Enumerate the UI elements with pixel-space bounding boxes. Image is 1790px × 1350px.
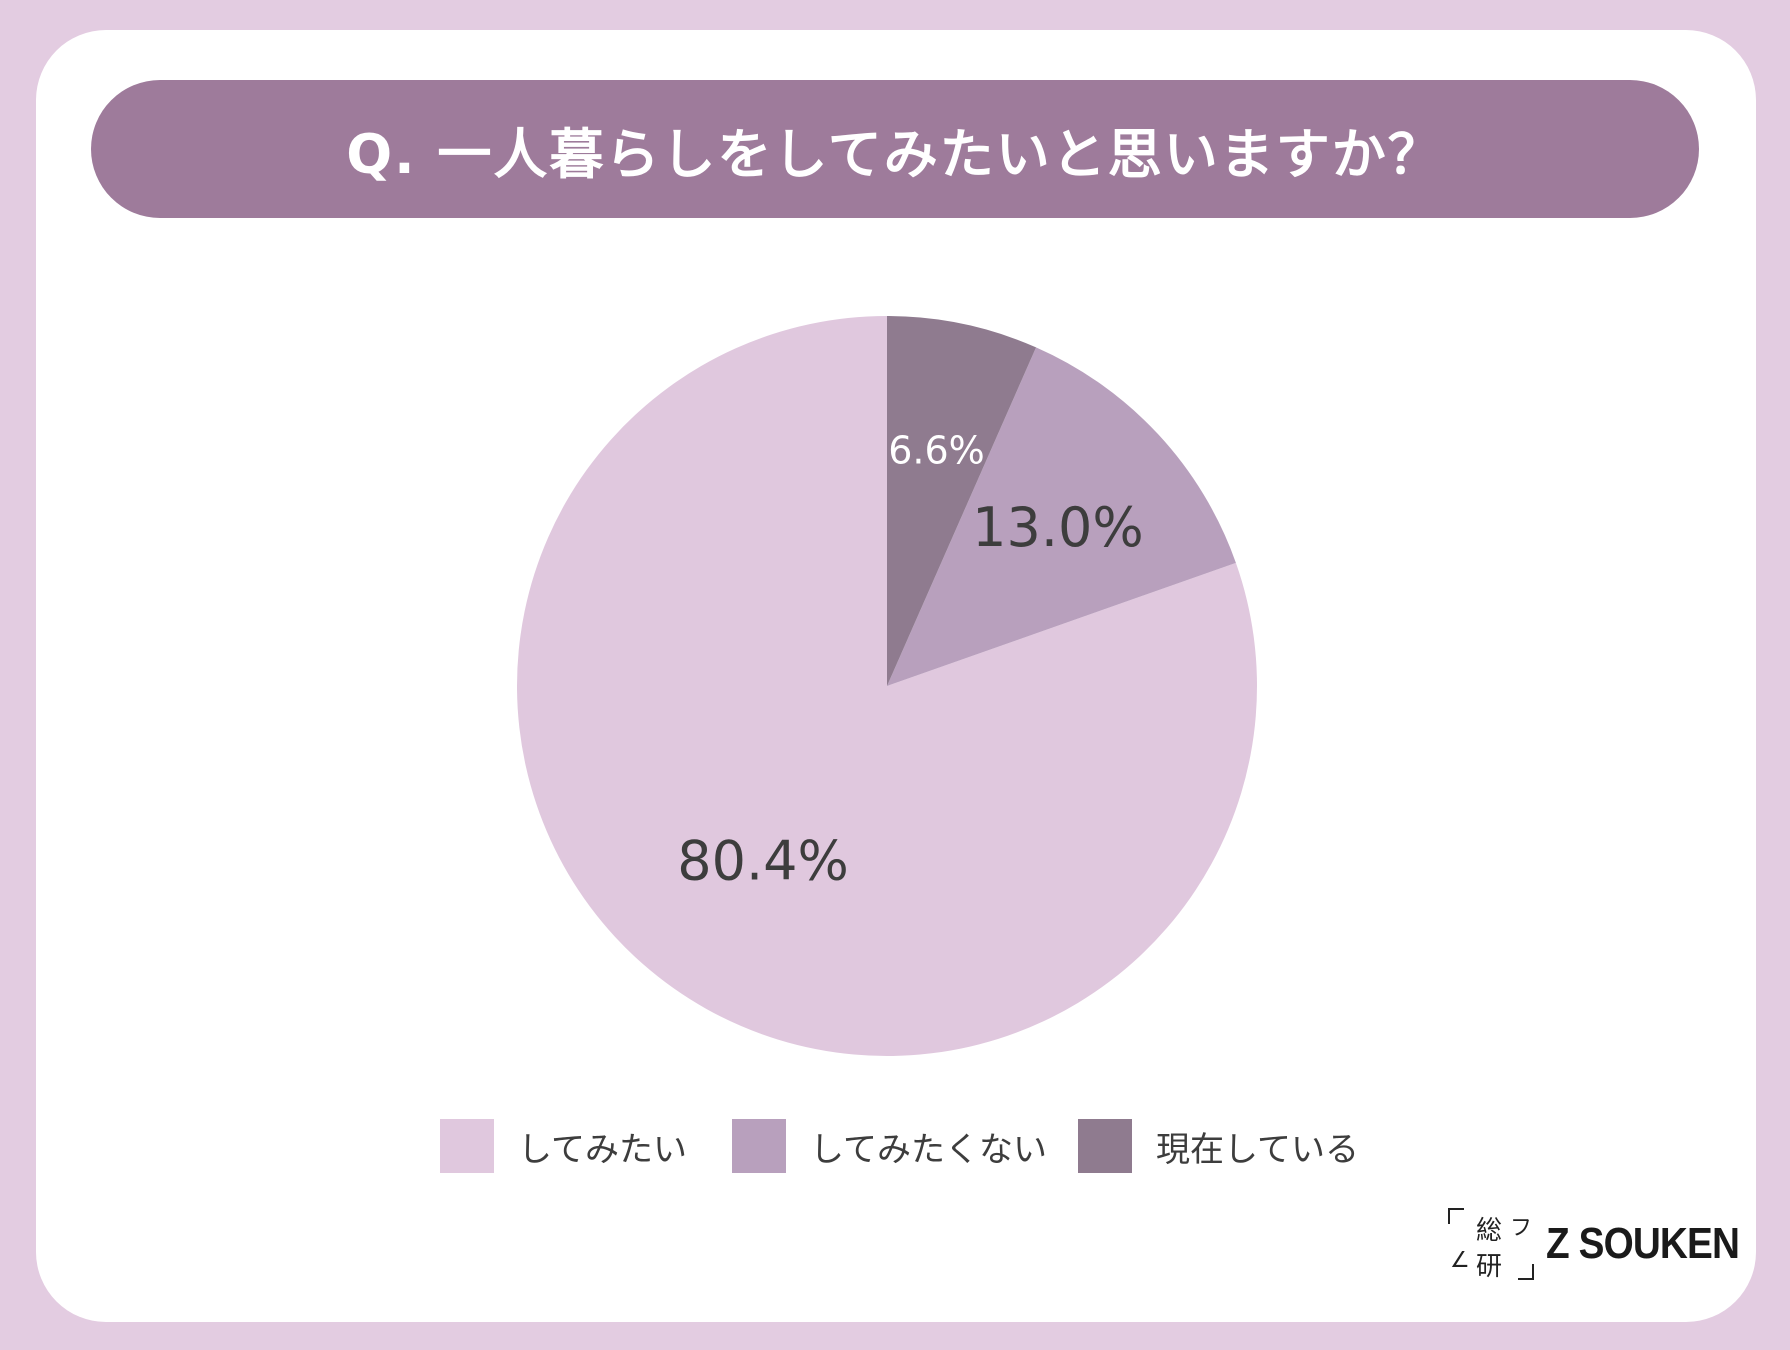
logo-bracket-bottom-right	[1518, 1264, 1534, 1280]
legend-item-want: してみたい	[440, 1118, 687, 1174]
logo-text: Z SOUKEN	[1546, 1219, 1740, 1268]
logo-kanji-top: 総	[1476, 1216, 1503, 1246]
logo-z-mark-bottom: ∠	[1450, 1248, 1470, 1273]
legend-swatch-currently	[1078, 1119, 1132, 1173]
logo-z-mark-top: フ	[1510, 1216, 1533, 1241]
legend-item-not-want: してみたくない	[732, 1118, 1047, 1174]
legend-item-currently: 現在している	[1078, 1118, 1359, 1174]
legend-swatch-want	[440, 1119, 494, 1173]
pie-slice-2	[887, 316, 1037, 686]
pie-data-label-0: 80.4%	[677, 830, 849, 893]
logo-bracket-top-left	[1448, 1208, 1464, 1224]
logo-mark: 総 研 フ ∠	[1448, 1208, 1534, 1282]
title-banner: Q. 一人暮らしをしてみたいと思いますか？	[91, 80, 1699, 218]
logo-kanji-bottom: 研	[1476, 1252, 1503, 1282]
legend-label-not-want: してみたくない	[810, 1129, 1047, 1170]
pie-slice-1	[887, 347, 1236, 686]
pie-data-label-1: 13.0%	[972, 496, 1144, 559]
chart-title: Q. 一人暮らしをしてみたいと思いますか？	[346, 122, 1444, 186]
legend-swatch-not-want	[732, 1119, 786, 1173]
zsouken-logo: 総 研 フ ∠ Z SOUKEN	[1448, 1204, 1765, 1284]
legend-label-want: してみたい	[518, 1129, 687, 1170]
legend-label-currently: 現在している	[1156, 1129, 1359, 1170]
pie-data-label-2: 6.6%	[888, 429, 985, 473]
